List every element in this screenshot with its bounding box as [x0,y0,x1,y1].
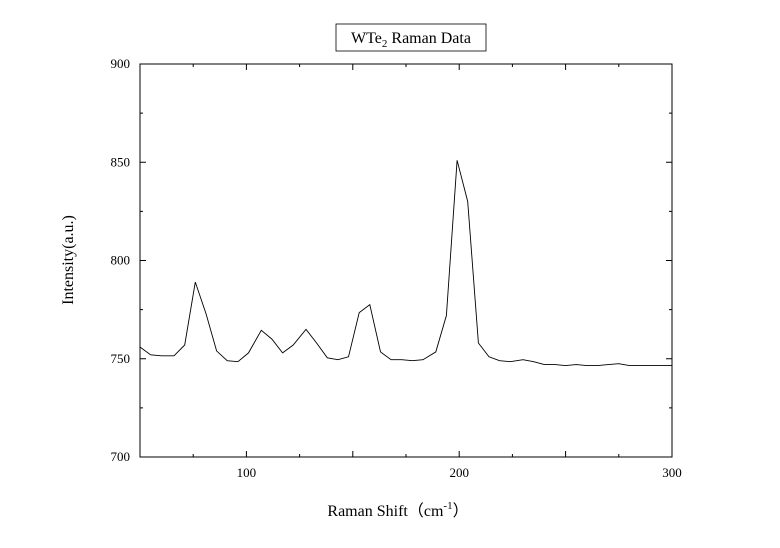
y-axis-label: Intensity(a.u.) [60,215,77,305]
y-tick-label: 700 [111,449,131,464]
x-axis-label-close: ） [453,502,469,520]
x-axis: 100 200 300 [139,64,682,480]
x-tick-label: 100 [237,465,257,480]
x-tick-label: 200 [449,465,469,480]
title-main: WTe [351,30,382,47]
y-tick-label: 800 [111,253,131,268]
chart-title: WTe2 Raman Data [335,23,487,52]
x-axis-label-main: Raman Shift（cm [327,502,444,520]
x-axis-label: Raman Shift（cm-1） [327,500,468,520]
plot-frame [139,63,673,458]
chart-title-text: WTe2 Raman Data [351,30,471,50]
y-tick-label: 900 [111,56,131,71]
y-tick-label: 750 [111,351,131,366]
title-rest: Raman Data [387,30,471,47]
y-tick-label: 850 [111,154,131,169]
title-subscript: 2 [382,38,388,50]
x-tick-label: 300 [662,465,682,480]
x-axis-label-superscript: -1 [443,500,452,512]
chart-title-box [335,23,487,52]
y-axis: 700 750 800 850 900 [111,56,672,464]
series-line [139,160,672,367]
